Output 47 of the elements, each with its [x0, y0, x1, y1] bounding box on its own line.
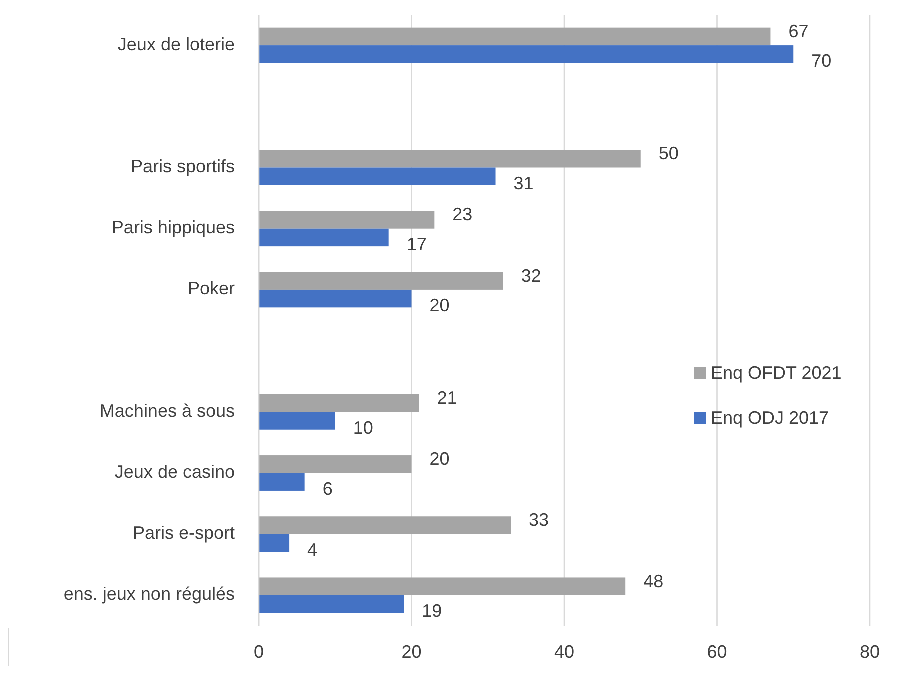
legend-label: Enq OFDT 2021	[711, 362, 842, 383]
bar	[259, 534, 290, 552]
bar	[259, 46, 794, 64]
data-label: 10	[353, 418, 374, 438]
data-label: 33	[529, 510, 550, 530]
legend-label: Enq ODJ 2017	[711, 408, 830, 428]
bar	[259, 290, 412, 308]
y-tick-label: ens. jeux non régulés	[64, 584, 235, 604]
data-label: 20	[430, 449, 450, 470]
y-tick-label: Jeux de loterie	[118, 34, 235, 54]
data-label: 23	[452, 204, 473, 225]
bar	[259, 516, 512, 534]
bar	[259, 412, 336, 430]
data-label: 19	[422, 601, 442, 622]
data-label: 70	[812, 51, 832, 72]
bar	[259, 595, 404, 614]
bar	[259, 228, 389, 247]
data-label: 31	[514, 173, 534, 194]
data-label: 48	[644, 571, 664, 592]
y-tick-label: Machines à sous	[100, 400, 235, 421]
data-label: 32	[521, 266, 542, 286]
y-tick-label: Paris sportifs	[130, 156, 235, 176]
data-label: 17	[406, 234, 427, 254]
bar	[259, 394, 420, 412]
bar	[259, 578, 626, 596]
x-tick-label: 60	[707, 642, 728, 662]
y-tick-label: Poker	[188, 278, 235, 299]
bar	[259, 211, 435, 229]
data-label: 21	[437, 388, 458, 408]
bar	[259, 28, 771, 46]
bar	[259, 168, 496, 186]
bar	[259, 272, 504, 290]
x-tick-label: 0	[254, 642, 264, 662]
y-tick-label: Paris e-sport	[132, 523, 235, 544]
x-tick-label: 40	[554, 642, 575, 662]
x-tick-label: 80	[860, 642, 880, 662]
bar	[259, 473, 305, 491]
y-tick-label: Jeux de casino	[114, 462, 235, 482]
x-tick-label: 20	[402, 642, 422, 662]
y-tick-label: Paris hippiques	[112, 218, 235, 238]
bar	[259, 456, 412, 474]
data-label: 4	[308, 540, 318, 560]
data-label: 50	[658, 144, 679, 164]
data-label: 20	[430, 296, 450, 316]
data-label: 6	[322, 478, 333, 499]
data-label: 67	[788, 21, 809, 42]
bar	[259, 150, 641, 168]
